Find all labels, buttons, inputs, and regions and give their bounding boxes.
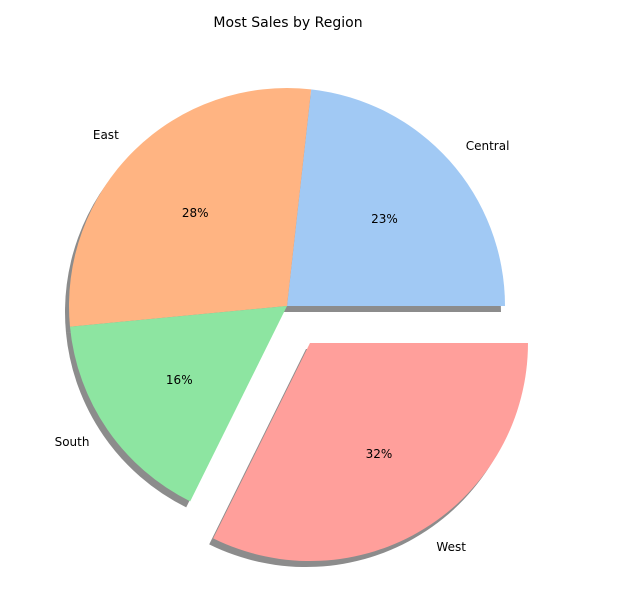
slice-pct-label-central: 23% — [371, 212, 398, 226]
slice-label-central: Central — [466, 139, 510, 153]
slice-label-south: South — [55, 435, 90, 449]
labels: 23% Central 28% East 16% South 32% West — [55, 128, 510, 554]
slice-pct-label-east: 28% — [182, 206, 209, 220]
slice-pct-label-west: 32% — [366, 447, 393, 461]
slice-central — [287, 89, 505, 306]
slice-east — [69, 88, 312, 327]
chart-title: Most Sales by Region — [213, 15, 362, 31]
slice-pct-label-south: 16% — [166, 373, 193, 387]
slice-label-west: West — [436, 540, 466, 554]
slice-south — [69, 306, 287, 502]
slice-label-east: East — [93, 128, 119, 142]
slice-west — [213, 343, 528, 562]
slices — [69, 88, 528, 562]
